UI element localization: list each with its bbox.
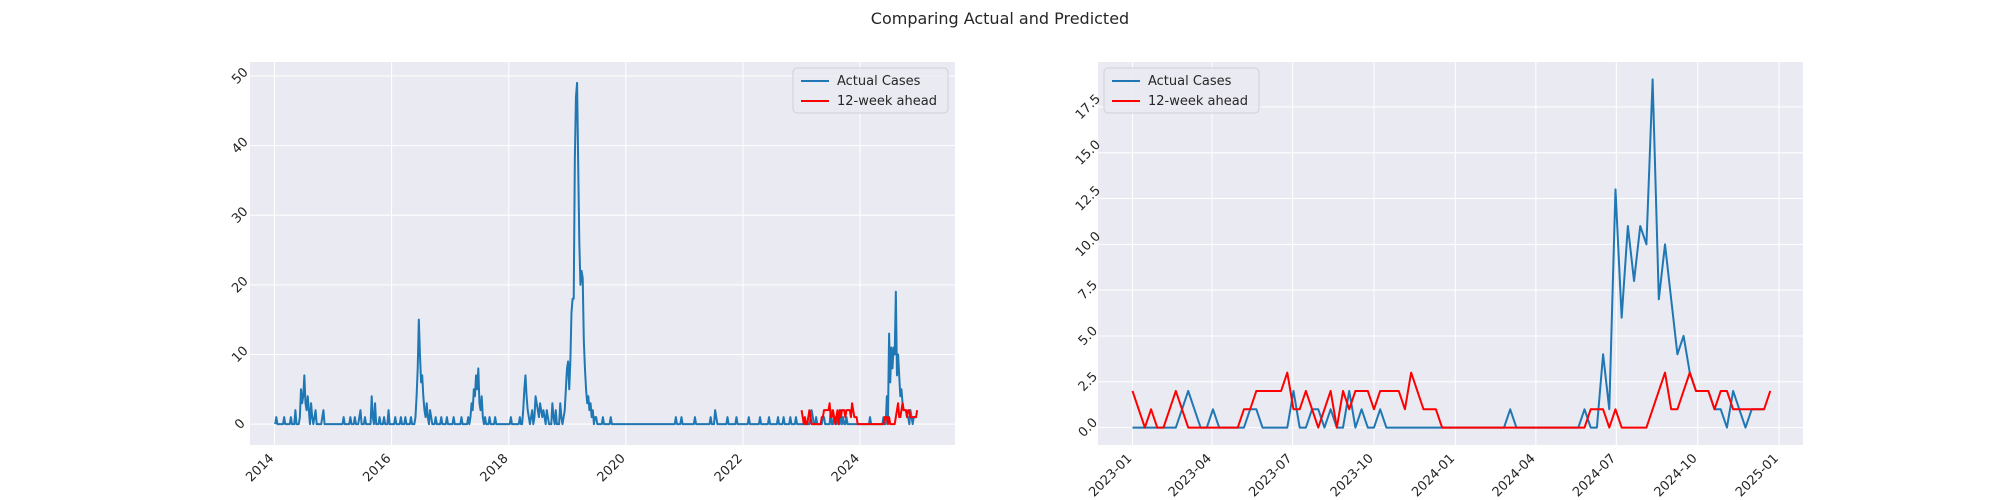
legend-label: 12-week ahead <box>1148 94 1248 109</box>
x-tick-label: 2016 <box>360 451 394 485</box>
legend-label: 12-week ahead <box>837 94 937 109</box>
legend-box <box>792 67 949 114</box>
x-tick-label: 2023-01 <box>1086 451 1135 500</box>
x-tick-label: 2024-01 <box>1409 451 1458 500</box>
y-tick-label: 50 <box>229 65 251 87</box>
x-tick-label: 2024 <box>829 451 863 485</box>
y-tick-label: 10 <box>229 344 251 366</box>
x-tick-label: 2020 <box>595 451 629 485</box>
y-tick-label: 20 <box>229 274 251 296</box>
x-tick-label: 2024-07 <box>1570 451 1619 500</box>
x-tick-label: 2023-04 <box>1166 451 1215 500</box>
legend-box <box>1103 67 1260 114</box>
x-tick-label: 2024-04 <box>1490 451 1539 500</box>
legend-label: Actual Cases <box>1148 74 1232 89</box>
y-tick-label: 0.0 <box>1076 415 1101 440</box>
x-tick-label: 2023-10 <box>1328 451 1377 500</box>
left-chart-panel: 2014 2016 2018 2020 2022 2024 0 10 20 30 40 50 Actua… <box>229 62 955 485</box>
y-tick-label: 7.5 <box>1076 278 1101 303</box>
y-tick-label: 0 <box>232 416 248 432</box>
plot-area <box>1098 62 1803 445</box>
x-tick-label: 2025-01 <box>1733 451 1782 500</box>
right-chart-panel: 2023-01 2023-04 2023-07 2023-10 2024-01 2024-… <box>1073 62 1803 500</box>
x-tick-label: 2024-10 <box>1652 451 1701 500</box>
y-tick-label: 30 <box>229 204 251 226</box>
legend-label: Actual Cases <box>837 74 921 89</box>
x-tick-label: 2018 <box>478 451 512 485</box>
prediction-line <box>800 402 919 426</box>
x-tick-label: 2023-07 <box>1246 451 1295 500</box>
y-tick-label: 40 <box>229 135 251 157</box>
y-tick-label: 5.0 <box>1076 324 1101 349</box>
legend: Actual Cases 12-week ahead <box>792 67 949 114</box>
figure-title: Comparing Actual and Predicted <box>871 9 1129 28</box>
plot-area <box>250 62 955 445</box>
x-tick-label: 2022 <box>712 451 746 485</box>
legend: Actual Cases 12-week ahead <box>1103 67 1260 114</box>
y-tick-label: 2.5 <box>1076 370 1101 395</box>
actual-cases-line <box>274 81 917 426</box>
prediction-line <box>1131 371 1772 429</box>
x-tick-label: 2014 <box>243 451 277 485</box>
